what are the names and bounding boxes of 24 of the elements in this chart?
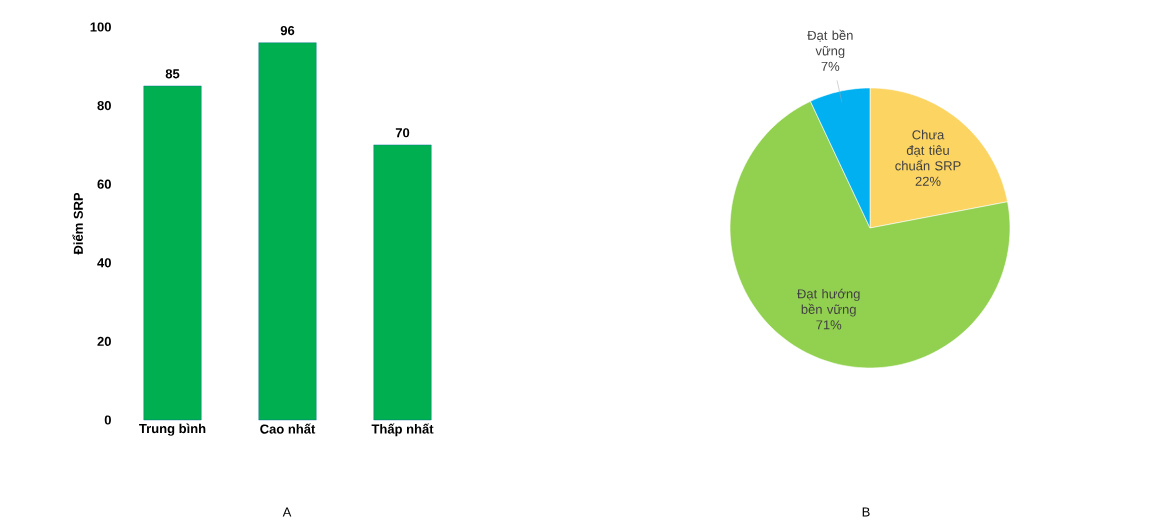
data-label: 70 xyxy=(395,128,410,138)
slice-label: Chưa đạt tiêu chuẩn SRP xyxy=(895,129,961,171)
text: B xyxy=(862,507,870,517)
y-tick-label: 0 xyxy=(104,415,111,425)
slice-label: Đạt bền vững xyxy=(807,29,853,59)
x-tick-label: Thấp nhất xyxy=(371,423,434,437)
data-label: 96 xyxy=(280,25,295,36)
y-axis-title: Điểm SRP xyxy=(72,192,83,255)
data-label: 22% xyxy=(915,176,941,186)
bar xyxy=(373,144,432,421)
y-tick-label: 40 xyxy=(97,258,111,268)
x-tick-label: Trung bình xyxy=(139,423,206,436)
y-tick-label: 80 xyxy=(97,100,111,111)
bar xyxy=(143,85,202,421)
y-tick-label: 60 xyxy=(97,179,111,189)
x-tick-label: Cao nhất xyxy=(260,423,316,434)
data-label: 85 xyxy=(165,69,180,79)
data-label: 71% xyxy=(816,320,842,330)
y-tick-label: 20 xyxy=(97,336,111,346)
y-tick-label: 100 xyxy=(90,22,111,32)
text: A xyxy=(282,507,292,517)
slice-label: Đạt hướng bền vững xyxy=(797,288,860,317)
data-label: 7% xyxy=(821,61,840,71)
bar xyxy=(258,42,317,421)
